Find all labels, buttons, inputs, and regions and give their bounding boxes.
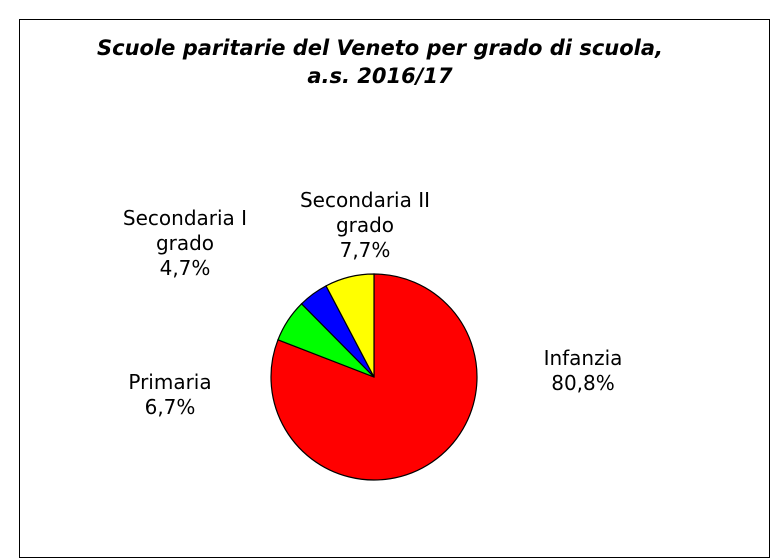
pie-slice [325,273,375,378]
chart-title: Scuole paritarie del Veneto per grado di… [97,36,663,88]
value-label: 4,7% [159,256,211,280]
category-label: Secondaria II grado [299,188,431,237]
value-label: 7,7% [339,238,391,262]
value-label: 80,8% [551,371,615,395]
category-label: Primaria [128,370,212,394]
slice-label: Secondaria I grado 4,7% [110,206,260,281]
slice-label: Infanzia 80,8% [508,346,658,396]
category-label: Infanzia [543,346,623,370]
slice-label: Secondaria II grado 7,7% [290,188,440,263]
category-label: Secondaria I grado [122,206,248,255]
slice-label: Primaria 6,7% [95,370,245,420]
value-label: 6,7% [144,395,196,419]
